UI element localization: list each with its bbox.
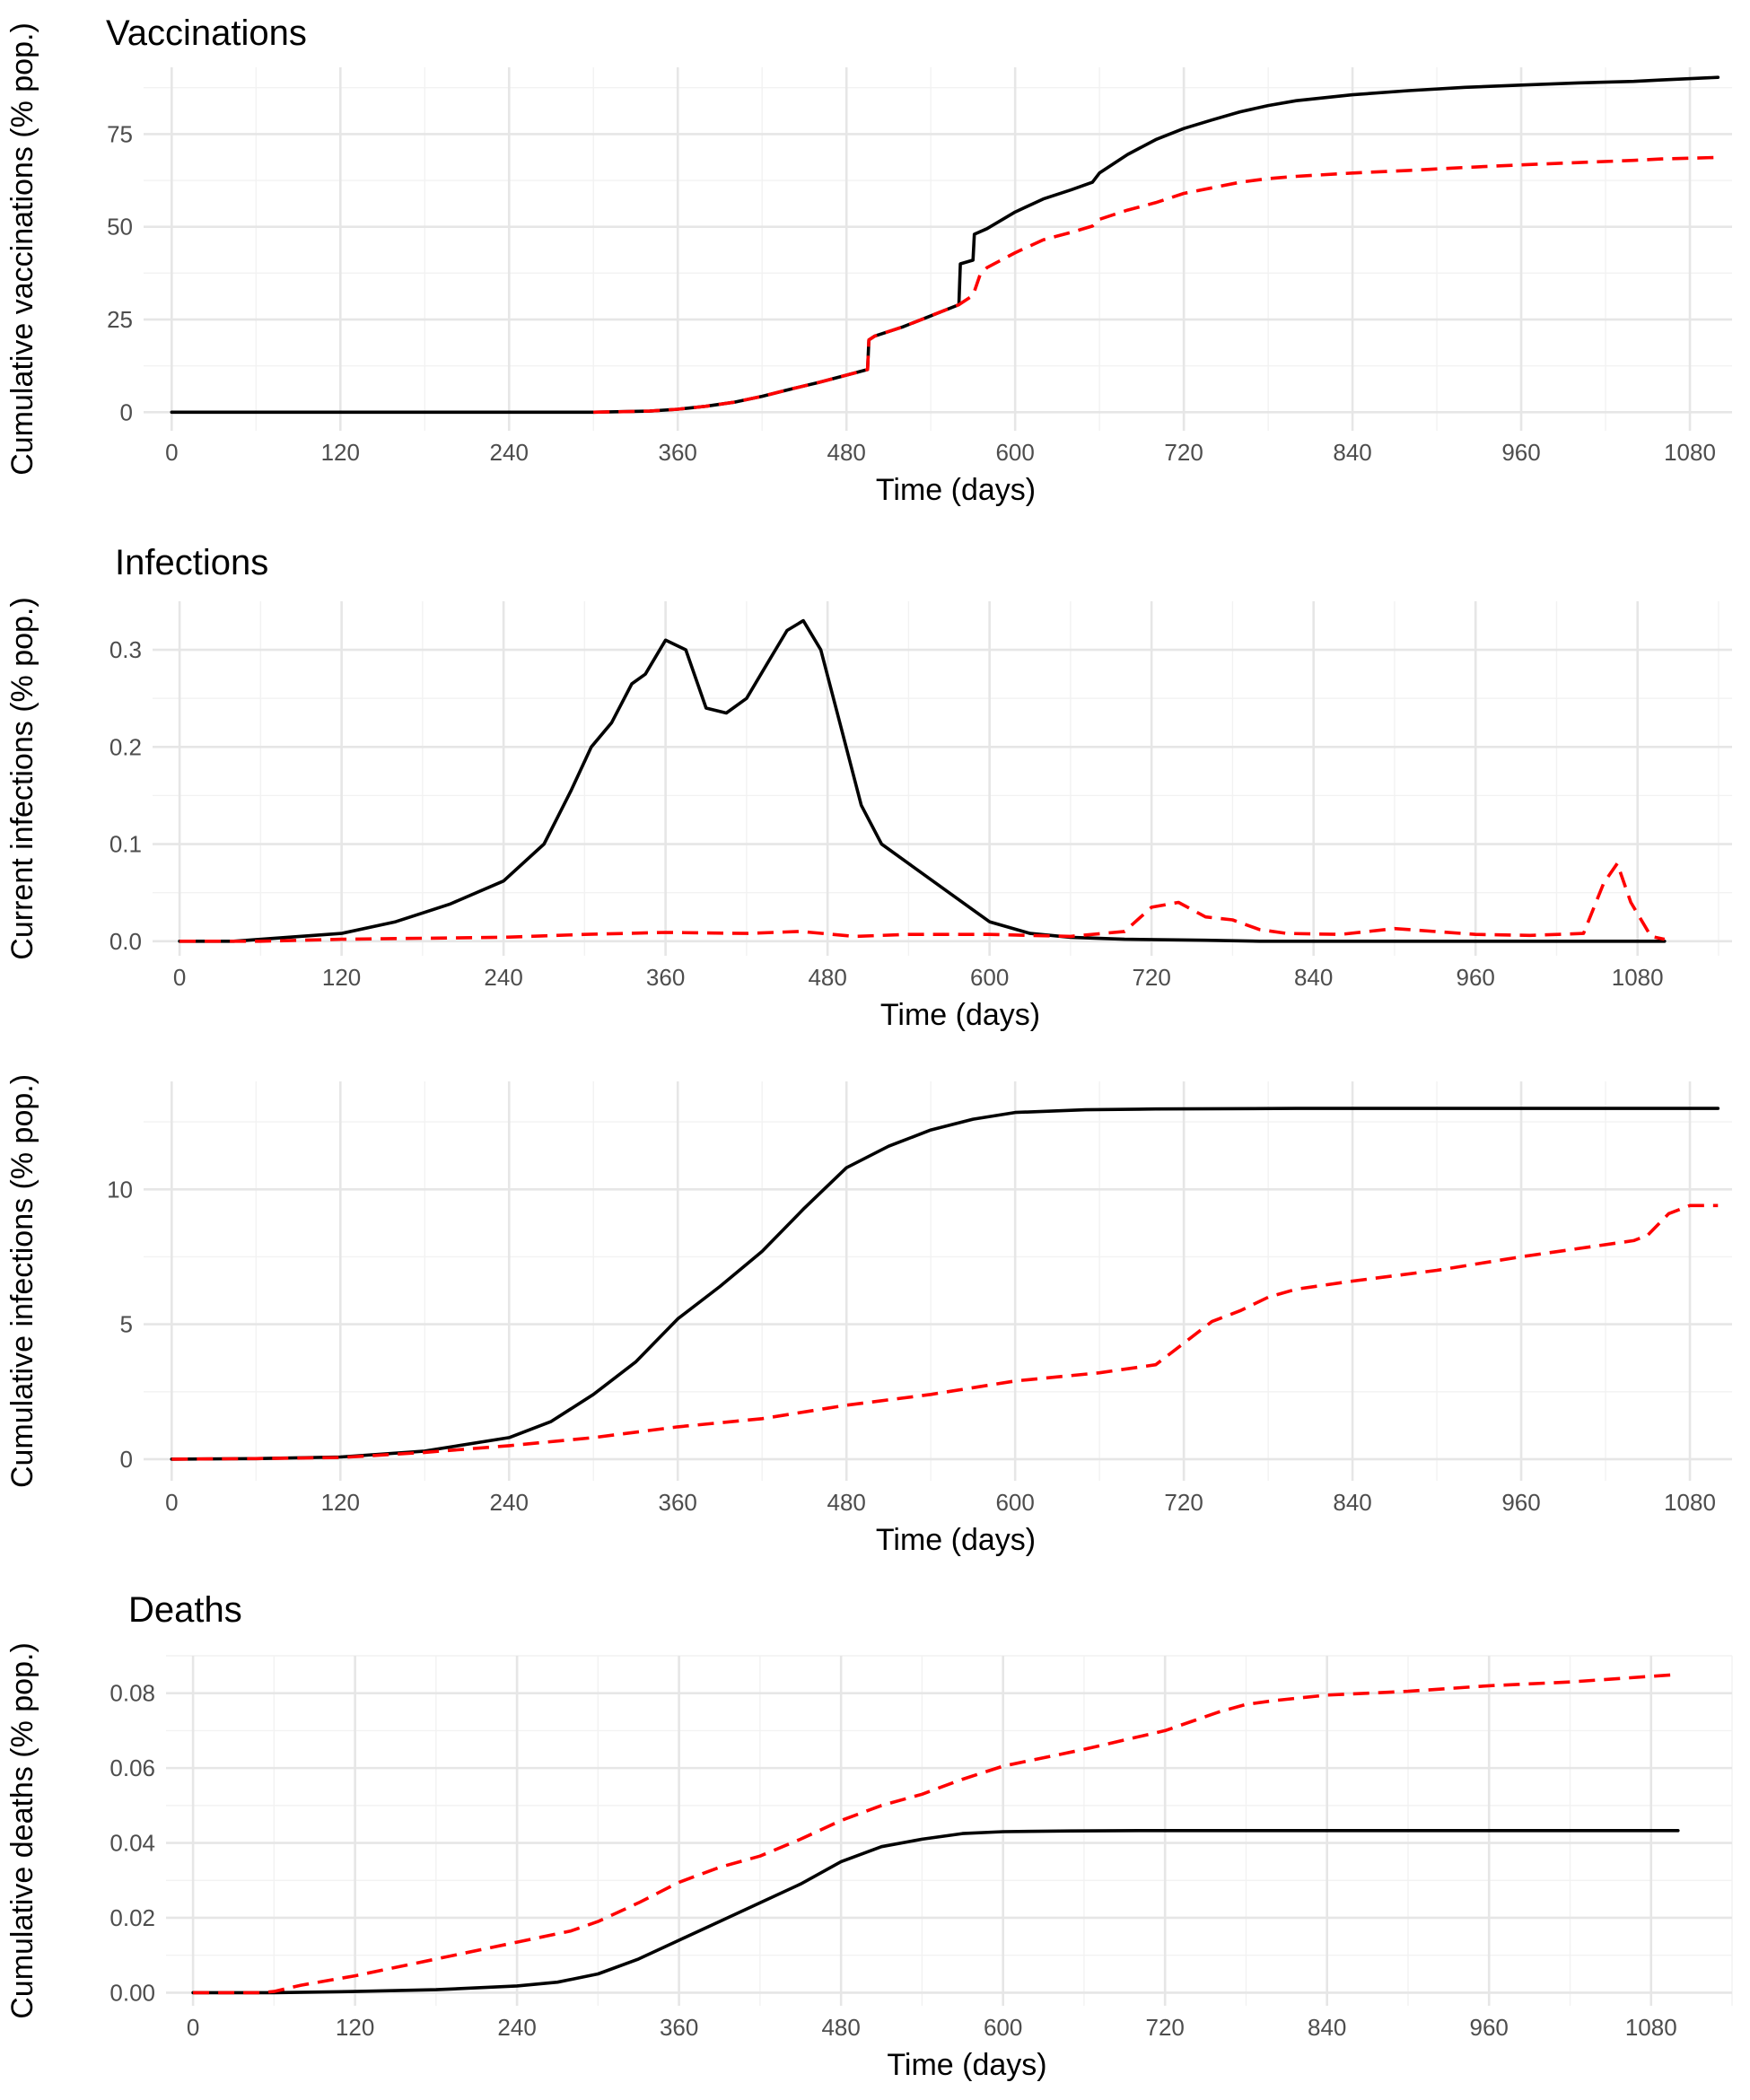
series-line-dashed xyxy=(179,862,1666,943)
panel-current-infections: 0 120 240 360 480 600 720 840 960 1080 0.0 0.1 0.2 0.… xyxy=(0,525,1750,1050)
grid xyxy=(166,1655,1733,2006)
x-tick-label: 120 xyxy=(322,964,361,991)
x-tick-label: 960 xyxy=(1501,1489,1540,1516)
x-tick-label: 120 xyxy=(321,439,360,466)
x-tick-label: 0 xyxy=(173,964,186,991)
y-axis-title: Cumulative vaccinations (% pop.) xyxy=(5,22,39,476)
x-tick-label: 480 xyxy=(827,439,865,466)
x-tick-label: 0 xyxy=(165,1489,178,1516)
y-tick-label: 0.3 xyxy=(109,636,142,663)
x-tick-label: 600 xyxy=(995,1489,1034,1516)
y-axis-title: Cumulative deaths (% pop.) xyxy=(5,1642,39,2019)
y-tick-label: 0.08 xyxy=(109,1680,155,1707)
series-line-dashed xyxy=(171,1203,1719,1461)
x-tick-label: 480 xyxy=(827,1489,865,1516)
y-tick-label: 25 xyxy=(107,306,133,333)
y-tick-label: 0.00 xyxy=(109,1979,155,2006)
panel-cumulative-infections: 0 120 240 360 480 600 720 840 960 1080 0 5 10 Time (d… xyxy=(0,1050,1750,1575)
y-tick-label: 0.02 xyxy=(109,1904,155,1931)
x-tick-label: 840 xyxy=(1294,964,1333,991)
x-tick-label: 600 xyxy=(970,964,1009,991)
x-tick-label: 960 xyxy=(1470,2014,1509,2041)
grid xyxy=(144,1081,1732,1481)
series-line-solid xyxy=(178,618,1667,943)
x-tick-label: 480 xyxy=(808,964,846,991)
x-tick-label: 240 xyxy=(490,1489,529,1516)
x-tick-label: 720 xyxy=(1145,2014,1184,2041)
panel-vaccinations: 0 120 240 360 480 600 720 840 960 1080 0 25 50 75 Time… xyxy=(0,0,1750,525)
panel-deaths: 0 120 240 360 480 600 720 840 960 1080 0.00 0.02 0.0… xyxy=(0,1575,1750,2100)
x-tick-label: 0 xyxy=(165,439,178,466)
y-tick-label: 0 xyxy=(120,1446,133,1473)
panel-title: Vaccinations xyxy=(106,13,307,53)
y-tick-label: 0.2 xyxy=(109,733,142,760)
x-axis-title: Time (days) xyxy=(880,998,1040,1032)
x-tick-label: 240 xyxy=(484,964,522,991)
current-infections-chart: 0 120 240 360 480 600 720 840 960 1080 0.0 0.1 0.2 0.… xyxy=(5,543,1732,1032)
x-axis-title: Time (days) xyxy=(887,2048,1046,2082)
x-tick-label: 120 xyxy=(321,1489,360,1516)
y-tick-label: 50 xyxy=(107,214,133,241)
grid xyxy=(153,601,1732,956)
x-tick-label: 1080 xyxy=(1664,1489,1716,1516)
x-tick-label: 720 xyxy=(1164,439,1203,466)
deaths-chart: 0 120 240 360 480 600 720 840 960 1080 0.00 0.02 0.0… xyxy=(5,1590,1733,2082)
panel-title: Infections xyxy=(115,543,268,582)
y-tick-label: 0.04 xyxy=(109,1830,155,1857)
x-axis-title: Time (days) xyxy=(876,1523,1036,1557)
x-tick-label: 0 xyxy=(187,2014,199,2041)
x-tick-label: 360 xyxy=(659,1489,697,1516)
x-tick-label: 1080 xyxy=(1625,2014,1677,2041)
x-tick-label: 840 xyxy=(1333,1489,1371,1516)
y-tick-label: 0 xyxy=(120,398,133,425)
x-axis-title: Time (days) xyxy=(876,473,1036,507)
y-axis-title: Cumulative infections (% pop.) xyxy=(5,1074,39,1488)
x-tick-label: 600 xyxy=(984,2014,1022,2041)
vaccinations-chart: 0 120 240 360 480 600 720 840 960 1080 0 25 50 75 Time… xyxy=(5,13,1732,507)
x-tick-label: 240 xyxy=(490,439,529,466)
cumulative-infections-chart: 0 120 240 360 480 600 720 840 960 1080 0 5 10 Time (d… xyxy=(5,1074,1732,1557)
y-tick-label: 75 xyxy=(107,120,133,147)
x-tick-label: 360 xyxy=(646,964,685,991)
x-tick-label: 360 xyxy=(659,439,697,466)
x-tick-label: 480 xyxy=(821,2014,860,2041)
y-tick-label: 0.0 xyxy=(109,928,142,955)
series-line-dashed xyxy=(593,155,1719,415)
x-tick-label: 720 xyxy=(1164,1489,1203,1516)
y-tick-label: 0.1 xyxy=(109,831,142,858)
x-tick-label: 840 xyxy=(1333,439,1371,466)
x-tick-label: 240 xyxy=(497,2014,536,2041)
panel-title: Deaths xyxy=(128,1590,242,1630)
x-tick-label: 1080 xyxy=(1612,964,1664,991)
series-line-solid xyxy=(170,1107,1720,1461)
x-tick-label: 960 xyxy=(1501,439,1540,466)
x-tick-label: 840 xyxy=(1308,2014,1346,2041)
x-tick-label: 720 xyxy=(1132,964,1170,991)
y-axis-title: Current infections (% pop.) xyxy=(5,597,39,959)
grid xyxy=(144,67,1732,431)
series-line-dashed xyxy=(193,1673,1678,1995)
y-tick-label: 5 xyxy=(120,1311,133,1338)
x-tick-label: 360 xyxy=(660,2014,698,2041)
series-line-solid xyxy=(170,75,1720,415)
x-tick-label: 600 xyxy=(995,439,1034,466)
y-tick-label: 10 xyxy=(107,1176,133,1203)
x-tick-label: 960 xyxy=(1456,964,1494,991)
x-tick-label: 1080 xyxy=(1664,439,1716,466)
y-tick-label: 0.06 xyxy=(109,1754,155,1781)
x-tick-label: 120 xyxy=(336,2014,374,2041)
series-line-solid xyxy=(191,1828,1680,1995)
